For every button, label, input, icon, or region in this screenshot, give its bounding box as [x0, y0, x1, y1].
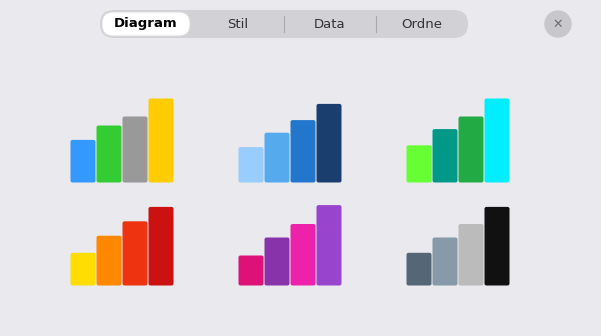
FancyBboxPatch shape [459, 224, 483, 286]
FancyBboxPatch shape [484, 98, 510, 182]
FancyBboxPatch shape [264, 133, 290, 182]
FancyBboxPatch shape [317, 104, 341, 182]
FancyBboxPatch shape [123, 117, 147, 182]
Text: Stil: Stil [227, 17, 249, 31]
Text: Diagram: Diagram [114, 17, 178, 31]
FancyBboxPatch shape [406, 253, 432, 286]
FancyBboxPatch shape [70, 253, 96, 286]
FancyBboxPatch shape [148, 98, 174, 182]
FancyBboxPatch shape [123, 221, 147, 286]
Text: Data: Data [314, 17, 346, 31]
FancyBboxPatch shape [239, 147, 263, 182]
FancyBboxPatch shape [290, 120, 316, 182]
FancyBboxPatch shape [97, 236, 121, 286]
Circle shape [545, 11, 571, 37]
Text: ✕: ✕ [553, 17, 563, 31]
FancyBboxPatch shape [264, 238, 290, 286]
FancyBboxPatch shape [433, 238, 457, 286]
FancyBboxPatch shape [317, 205, 341, 286]
FancyBboxPatch shape [70, 140, 96, 182]
FancyBboxPatch shape [97, 126, 121, 182]
FancyBboxPatch shape [100, 10, 468, 38]
FancyBboxPatch shape [433, 129, 457, 182]
Text: Ordne: Ordne [401, 17, 442, 31]
FancyBboxPatch shape [406, 145, 432, 182]
FancyBboxPatch shape [239, 255, 263, 286]
FancyBboxPatch shape [484, 207, 510, 286]
FancyBboxPatch shape [148, 207, 174, 286]
FancyBboxPatch shape [102, 12, 190, 36]
FancyBboxPatch shape [290, 224, 316, 286]
FancyBboxPatch shape [459, 117, 483, 182]
